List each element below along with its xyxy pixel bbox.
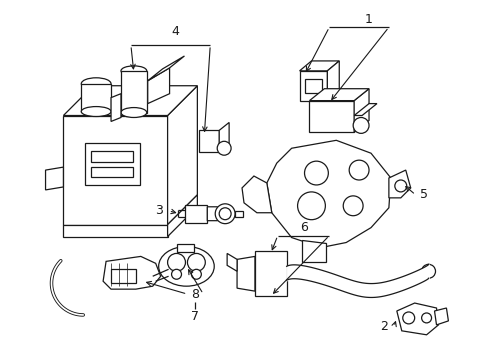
Polygon shape [299,71,326,100]
Polygon shape [147,68,169,104]
Text: 6: 6 [300,221,308,234]
Text: 4: 4 [171,24,179,38]
Polygon shape [353,104,376,116]
Ellipse shape [121,66,146,76]
Ellipse shape [121,108,146,117]
Bar [185,205,207,223]
Bar [121,71,146,113]
Polygon shape [301,239,325,262]
Polygon shape [226,253,237,271]
Bar [235,211,243,217]
Polygon shape [63,116,167,225]
Circle shape [304,161,327,185]
Polygon shape [396,303,438,335]
Polygon shape [219,122,229,152]
Bar [85,143,140,185]
Ellipse shape [81,78,111,90]
Polygon shape [167,195,197,237]
Polygon shape [237,256,254,291]
Polygon shape [63,225,167,237]
Bar [91,167,133,177]
Text: 1: 1 [365,13,372,26]
Polygon shape [111,94,121,121]
Bar [304,79,322,93]
Polygon shape [103,256,161,289]
Polygon shape [388,170,410,198]
Polygon shape [167,86,197,225]
Circle shape [191,269,201,279]
Polygon shape [434,308,447,325]
Circle shape [421,264,435,278]
Polygon shape [63,86,197,116]
Circle shape [352,117,368,133]
Circle shape [167,253,185,271]
Circle shape [171,269,181,279]
Polygon shape [353,89,368,132]
Circle shape [402,312,414,324]
Polygon shape [147,56,184,81]
Polygon shape [207,207,221,221]
Polygon shape [45,167,63,190]
Circle shape [343,196,362,216]
Circle shape [187,253,205,271]
Text: 5: 5 [419,188,427,201]
Circle shape [217,141,231,155]
Ellipse shape [81,107,111,117]
Circle shape [215,204,235,224]
Polygon shape [199,130,219,152]
Bar [91,151,133,162]
Text: 7: 7 [191,310,199,323]
Bar [81,84,111,112]
Bar [111,269,136,283]
Text: 3: 3 [154,204,163,217]
Circle shape [348,160,368,180]
Circle shape [421,313,431,323]
Polygon shape [242,176,271,213]
Circle shape [297,192,325,220]
Circle shape [219,208,231,220]
Polygon shape [299,61,339,71]
Polygon shape [326,61,339,100]
Polygon shape [309,100,353,132]
Bar [254,251,286,296]
Circle shape [394,180,406,192]
Polygon shape [309,89,368,100]
Polygon shape [266,140,390,247]
Text: 8: 8 [191,288,199,301]
Ellipse shape [158,247,214,286]
Bar [176,244,194,252]
Text: 2: 2 [379,320,387,333]
